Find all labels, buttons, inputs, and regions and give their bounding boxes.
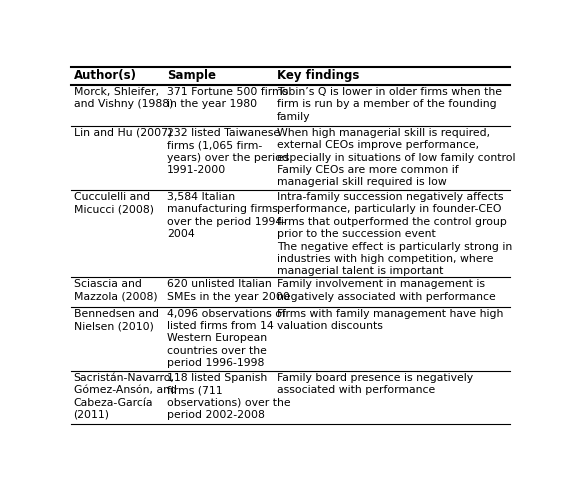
Text: Cucculelli and
Micucci (2008): Cucculelli and Micucci (2008) — [74, 192, 154, 214]
Text: When high managerial skill is required,
external CEOs improve performance,
espec: When high managerial skill is required, … — [277, 128, 515, 187]
Text: 232 listed Taiwanese
firms (1,065 firm-
years) over the period
1991-2000: 232 listed Taiwanese firms (1,065 firm- … — [167, 128, 289, 175]
Text: Tobin’s Q is lower in older firms when the
firm is run by a member of the foundi: Tobin’s Q is lower in older firms when t… — [277, 87, 502, 121]
Text: Firms with family management have high
valuation discounts: Firms with family management have high v… — [277, 309, 503, 331]
Text: Family involvement in management is
negatively associated with performance: Family involvement in management is nega… — [277, 279, 496, 302]
Text: Morck, Shleifer,
and Vishny (1988): Morck, Shleifer, and Vishny (1988) — [74, 87, 173, 109]
Text: 4,096 observations of
listed firms from 14
Western European
countries over the
p: 4,096 observations of listed firms from … — [167, 309, 286, 368]
Text: Sciascia and
Mazzola (2008): Sciascia and Mazzola (2008) — [74, 279, 157, 302]
Text: Sample: Sample — [167, 69, 216, 82]
Text: 118 listed Spanish
firms (711
observations) over the
period 2002-2008: 118 listed Spanish firms (711 observatio… — [167, 373, 291, 420]
Text: Author(s): Author(s) — [74, 69, 137, 82]
Text: Intra-family succession negatively affects
performance, particularly in founder-: Intra-family succession negatively affec… — [277, 192, 512, 276]
Text: Lin and Hu (2007): Lin and Hu (2007) — [74, 128, 172, 138]
Text: 371 Fortune 500 firms
in the year 1980: 371 Fortune 500 firms in the year 1980 — [167, 87, 289, 109]
Text: Bennedsen and
Nielsen (2010): Bennedsen and Nielsen (2010) — [74, 309, 159, 331]
Text: Sacristán-Navarro,
Gómez-Ansón, and
Cabeza-García
(2011): Sacristán-Navarro, Gómez-Ansón, and Cabe… — [74, 373, 176, 420]
Text: Family board presence is negatively
associated with performance: Family board presence is negatively asso… — [277, 373, 473, 395]
Text: 620 unlisted Italian
SMEs in the year 2000: 620 unlisted Italian SMEs in the year 20… — [167, 279, 290, 302]
Text: Key findings: Key findings — [277, 69, 359, 82]
Text: 3,584 Italian
manufacturing firms
over the period 1994-
2004: 3,584 Italian manufacturing firms over t… — [167, 192, 286, 239]
